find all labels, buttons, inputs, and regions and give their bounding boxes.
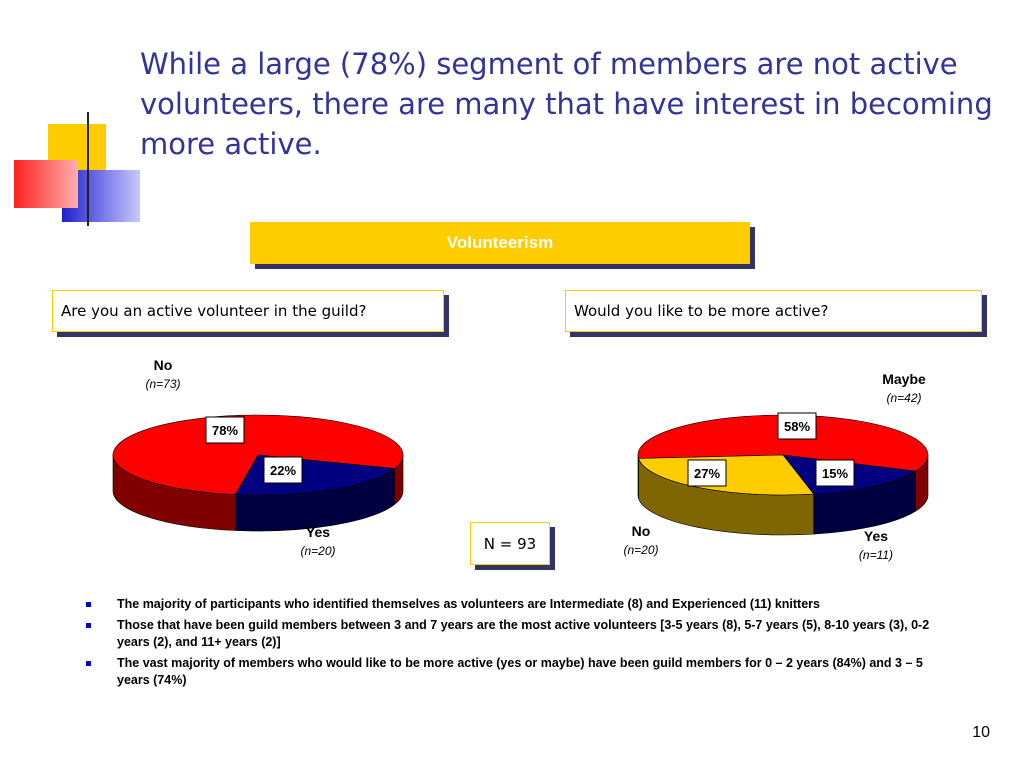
- value-label-box: [687, 459, 727, 487]
- bullet: Those that have been guild members betwe…: [86, 617, 956, 651]
- value-label: 27%: [694, 466, 720, 481]
- sample-size: N = 93: [470, 522, 550, 565]
- value-label: 78%: [212, 423, 238, 438]
- question-box: Are you an active volunteer in the guild…: [52, 290, 444, 332]
- value-label: 15%: [822, 466, 848, 481]
- count-label: (n=11): [859, 548, 893, 562]
- category-label: Maybe: [882, 371, 926, 387]
- count-label: (n=20): [623, 543, 658, 557]
- bullet: The vast majority of members who would l…: [86, 655, 956, 689]
- bullet: The majority of participants who identif…: [86, 596, 956, 613]
- question-box: Would you like to be more active?: [565, 290, 982, 332]
- value-label-box: [205, 416, 245, 444]
- value-label-box: [815, 459, 855, 487]
- count-label: (n=42): [886, 391, 921, 405]
- category-label: No: [154, 357, 173, 373]
- bullet-list: The majority of participants who identif…: [86, 596, 956, 693]
- value-label-box: [777, 412, 817, 440]
- banner: Volunteerism: [250, 222, 750, 264]
- category-label: No: [632, 523, 651, 539]
- count-label: (n=20): [300, 544, 335, 558]
- count-label: (n=73): [145, 377, 180, 391]
- value-label: 22%: [270, 463, 296, 478]
- page-number: 10: [972, 724, 990, 741]
- value-label: 58%: [784, 419, 810, 434]
- category-label: Yes: [864, 528, 888, 544]
- category-label: Yes: [306, 524, 330, 540]
- slide-title: While a large (78%) segment of members a…: [140, 47, 993, 161]
- value-label-box: [263, 456, 303, 484]
